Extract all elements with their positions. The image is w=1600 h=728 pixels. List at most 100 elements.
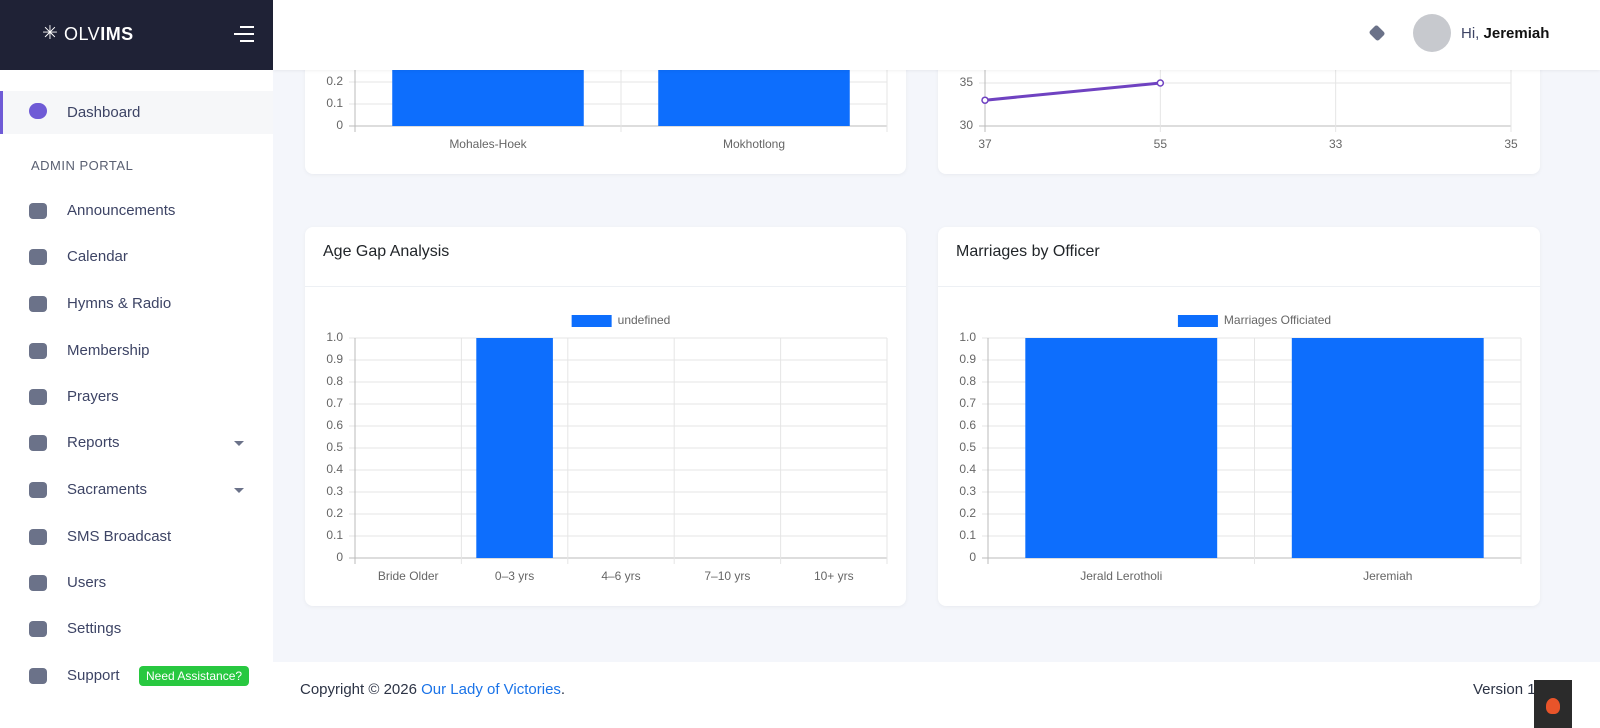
brand-bold: IMS xyxy=(100,24,134,44)
y-tick-label: 0.6 xyxy=(326,418,343,432)
x-tick-label: Jeremiah xyxy=(1363,569,1412,583)
x-tick-label: Mohales-Hoek xyxy=(449,137,527,151)
caret xyxy=(234,488,244,493)
menu-item[interactable]: Hymns & Radio xyxy=(0,284,273,324)
menu-label: Settings xyxy=(67,620,122,637)
menu-icon xyxy=(29,389,47,405)
menu-item[interactable]: Settings xyxy=(0,609,273,649)
x-tick-label: 10+ yrs xyxy=(814,569,854,583)
user-name[interactable]: Jeremiah xyxy=(1483,25,1550,42)
y-tick-label: 0.5 xyxy=(959,440,976,454)
y-tick-label: 0.2 xyxy=(326,74,343,88)
y-tick-label: 0.1 xyxy=(326,96,343,110)
card: Age Gap Analysis xyxy=(305,227,906,606)
y-tick-label: 1.0 xyxy=(959,330,976,344)
card-title: Marriages by Officer xyxy=(956,243,1100,260)
menu-item[interactable]: Reports xyxy=(0,423,273,463)
legend-label: undefined xyxy=(618,313,671,327)
badge[interactable]: Need Assistance? xyxy=(139,666,250,686)
y-tick-label: 0.7 xyxy=(326,396,343,410)
y-tick-label: 0 xyxy=(969,550,976,564)
y-tick-label: 30 xyxy=(960,118,974,132)
greeting: Hi, Jeremiah xyxy=(1461,25,1549,42)
y-tick-label: 0.2 xyxy=(326,506,343,520)
caret xyxy=(234,441,244,446)
legend-label: Marriages Officiated xyxy=(1224,313,1331,327)
x-tick-label: Jerald Lerotholi xyxy=(1080,569,1162,583)
menu-label: Sacraments xyxy=(67,481,148,498)
y-tick-label: 0.3 xyxy=(326,484,343,498)
menu-toggle[interactable] xyxy=(234,26,254,42)
menu-item[interactable]: Prayers xyxy=(0,377,273,417)
avatar[interactable] xyxy=(1413,14,1451,52)
menu-item-active[interactable]: Dashboard xyxy=(0,91,273,134)
y-tick-label: 35 xyxy=(960,75,974,89)
x-tick-label: 37 xyxy=(978,137,992,151)
menu-item[interactable]: Support Need Assistance? xyxy=(0,656,273,696)
menu-item[interactable]: Sacraments xyxy=(0,470,273,510)
version: Version 1 xyxy=(1473,681,1536,698)
menu-icon xyxy=(29,482,47,498)
y-tick-label: 0.9 xyxy=(326,352,343,366)
layers-icon[interactable] xyxy=(1368,24,1386,42)
menu-label: Calendar xyxy=(67,248,128,265)
y-tick-label: 0.8 xyxy=(959,374,976,388)
y-tick-label: 0.3 xyxy=(959,484,976,498)
footer-link[interactable]: Our Lady of Victories xyxy=(421,681,561,698)
point xyxy=(981,96,989,104)
y-tick-label: 0.4 xyxy=(959,462,976,476)
menu-item[interactable]: Announcements xyxy=(0,191,273,231)
section-header: ADMIN PORTAL xyxy=(31,158,134,173)
debug-icon[interactable] xyxy=(1534,680,1572,728)
y-tick-label: 0.2 xyxy=(959,506,976,520)
card-title: Age Gap Analysis xyxy=(323,243,450,260)
x-tick-label: Mokhotlong xyxy=(723,137,785,151)
logo-star: ✳ xyxy=(42,23,58,44)
menu-label: Membership xyxy=(67,342,150,359)
y-tick-label: 0.9 xyxy=(959,352,976,366)
y-tick-label: 0.7 xyxy=(959,396,976,410)
legend-swatch xyxy=(1177,315,1218,327)
y-tick-label: 0.6 xyxy=(959,418,976,432)
y-tick-label: 1.0 xyxy=(326,330,343,344)
menu-item[interactable]: Calendar xyxy=(0,237,273,277)
x-tick-label: 4–6 yrs xyxy=(601,569,640,583)
brand-light: OLV xyxy=(64,24,101,44)
menu-icon xyxy=(29,249,47,265)
menu-item[interactable]: Membership xyxy=(0,331,273,371)
x-tick-label: 0–3 yrs xyxy=(495,569,534,583)
menu-label: Support xyxy=(67,667,120,684)
menu-item[interactable]: Users xyxy=(0,563,273,603)
x-tick-label: 35 xyxy=(1504,137,1518,151)
menu-icon xyxy=(29,529,47,545)
y-tick-label: 0.1 xyxy=(959,528,976,542)
brand[interactable]: OLVIMS xyxy=(64,24,134,45)
menu-icon xyxy=(29,621,47,637)
footer: Copyright © 2026 Our Lady of Victories. … xyxy=(273,662,1600,728)
bar xyxy=(1291,338,1484,558)
menu-icon xyxy=(29,668,47,684)
sidebar: Dashboard ADMIN PORTAL Announcements Cale… xyxy=(0,70,273,728)
x-tick-label: 55 xyxy=(1154,137,1168,151)
bar xyxy=(1025,338,1218,558)
menu-label: Reports xyxy=(67,434,120,451)
menu-label: Dashboard xyxy=(67,104,141,121)
menu-icon xyxy=(29,203,47,219)
topbar: Hi, Jeremiah xyxy=(273,0,1600,70)
y-tick-label: 0.4 xyxy=(326,462,343,476)
x-tick-label: Bride Older xyxy=(378,569,439,583)
menu-item[interactable]: SMS Broadcast xyxy=(0,517,273,557)
greeting-text: Hi, xyxy=(1461,25,1480,42)
y-tick-label: 0.8 xyxy=(326,374,343,388)
footer-end: . xyxy=(560,681,566,698)
legend-swatch xyxy=(571,315,612,327)
copyright: Copyright © 2026 xyxy=(300,681,417,698)
point xyxy=(1156,79,1165,87)
menu-label: Users xyxy=(67,574,107,591)
line xyxy=(984,81,1161,102)
y-tick-label: 0 xyxy=(336,118,343,132)
menu-label: Prayers xyxy=(67,388,119,405)
bar xyxy=(476,338,553,558)
menu-label: Hymns & Radio xyxy=(67,295,172,312)
y-tick-label: 0 xyxy=(336,550,343,564)
